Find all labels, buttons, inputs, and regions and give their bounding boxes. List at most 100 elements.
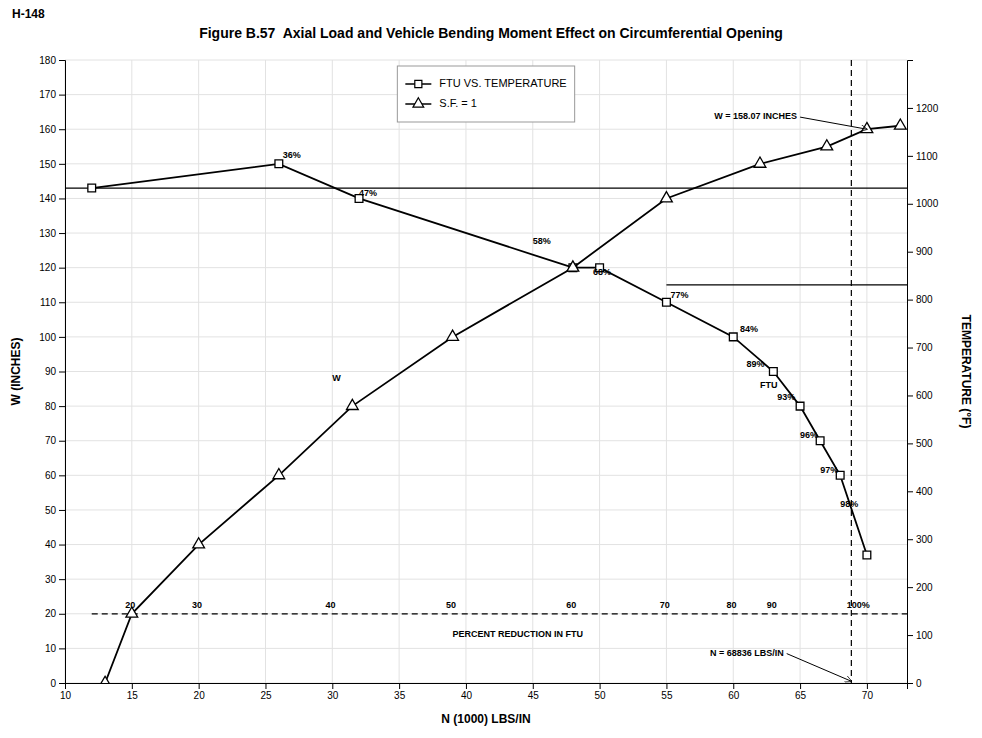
series-marker — [99, 676, 111, 683]
y2-tick-label: 600 — [916, 390, 933, 401]
y-tick: 150 — [39, 159, 65, 170]
y-tick: 50 — [45, 505, 65, 516]
grid-line-y — [65, 475, 907, 476]
annotation: 58% — [533, 236, 551, 246]
y2-tick-mark — [907, 587, 913, 588]
y2-tick: 400 — [907, 486, 933, 497]
x-tick-mark — [399, 683, 400, 689]
x-tick-label: 40 — [461, 690, 473, 701]
reference-line — [92, 613, 907, 614]
series-marker — [447, 330, 459, 340]
series-marker — [661, 192, 673, 202]
y2-tick-label: 700 — [916, 342, 933, 353]
y-tick-label: 130 — [39, 228, 56, 239]
annotation: 50 — [446, 600, 456, 610]
annotation: 93% — [777, 392, 795, 402]
plot: 1015202530354045505560657001020304050607… — [9, 55, 973, 726]
y-tick-mark — [59, 198, 65, 199]
y-tick-mark — [59, 129, 65, 130]
x-tick-label: 60 — [728, 690, 740, 701]
y2-tick-label: 1100 — [916, 151, 938, 162]
grid-line-y — [65, 613, 907, 614]
y2-tick-label: 300 — [916, 534, 933, 545]
y2-tick: 100 — [907, 630, 933, 641]
y2-tick-mark — [907, 204, 913, 205]
y-tick-label: 0 — [50, 678, 56, 689]
y2-tick-label: 400 — [916, 486, 933, 497]
y-tick: 110 — [40, 297, 65, 308]
y2-tick-label: 200 — [916, 582, 933, 593]
y-tick-mark — [59, 545, 65, 546]
y2-tick-mark — [907, 491, 913, 492]
y2-tick-mark — [907, 539, 913, 540]
series-marker — [273, 469, 285, 479]
grid-line-y — [65, 406, 907, 407]
y-tick-mark — [59, 302, 65, 303]
y2-tick: 1200 — [907, 103, 939, 114]
y-tick: 120 — [39, 262, 65, 273]
y-tick-mark — [59, 406, 65, 407]
y2-tick-label: 100 — [916, 630, 933, 641]
y2-tick: 0 — [907, 678, 922, 689]
series-marker — [863, 551, 871, 559]
annotation: 60 — [566, 600, 576, 610]
grid-line-y — [65, 509, 907, 510]
x-tick: 65 — [795, 683, 807, 701]
x-tick-mark — [600, 683, 601, 689]
legend-label: FTU VS. TEMPERATURE — [439, 77, 566, 89]
y2-tick-mark — [907, 156, 913, 157]
y2-tick: 600 — [907, 390, 933, 401]
annotation: 96% — [800, 430, 818, 440]
grid-line-y — [65, 233, 907, 234]
series-marker — [796, 402, 804, 410]
x-tick-mark — [132, 683, 133, 689]
series-marker — [769, 368, 777, 376]
x-tick: 20 — [194, 683, 206, 701]
x-tick-mark — [265, 683, 266, 689]
y-tick: 140 — [39, 193, 65, 204]
y2-tick: 800 — [907, 294, 933, 305]
grid-line-y — [65, 60, 907, 61]
series-marker — [663, 298, 671, 306]
annotation: 20 — [125, 600, 135, 610]
annotation: 30 — [192, 600, 202, 610]
y-tick-mark — [59, 337, 65, 338]
x-tick-mark — [332, 683, 333, 689]
y2-tick-mark — [907, 108, 913, 109]
annotation: 40 — [326, 600, 336, 610]
grid-line-y — [65, 440, 907, 441]
x-tick-label: 10 — [60, 690, 72, 701]
y-tick-label: 40 — [45, 539, 57, 550]
grid-line-y — [65, 302, 907, 303]
x-axis: 10152025303540455055606570 — [60, 683, 908, 701]
y-tick-label: 90 — [45, 366, 57, 377]
series-marker — [754, 157, 766, 167]
x-tick: 30 — [327, 683, 339, 701]
y-tick-mark — [59, 614, 65, 615]
y2-tick-label: 1000 — [916, 198, 939, 209]
y-tick-mark — [59, 95, 65, 96]
grid — [65, 60, 907, 683]
x-axis-line — [66, 684, 908, 690]
annotation: 90 — [767, 600, 777, 610]
y-axis: 0102030405060708090100110120130140150160… — [39, 55, 65, 689]
subtitle: H-148 — [12, 7, 45, 21]
x-tick-label: 35 — [394, 690, 406, 701]
y-tick-mark — [59, 60, 65, 61]
y-tick-label: 70 — [45, 435, 57, 446]
y-tick-label: 160 — [39, 124, 56, 135]
y-tick-label: 120 — [39, 262, 56, 273]
y2-tick: 1100 — [907, 151, 938, 162]
y-tick: 170 — [39, 89, 65, 100]
annotation: W — [332, 373, 341, 383]
annotation: FTU — [760, 380, 778, 390]
y-tick-label: 10 — [45, 643, 57, 654]
x-tick: 50 — [595, 683, 607, 701]
x-tick-label: 45 — [528, 690, 540, 701]
x-tick-label: 20 — [194, 690, 206, 701]
y2-tick: 300 — [907, 534, 933, 545]
x-tick: 10 — [60, 683, 72, 701]
annotation-arrow — [787, 654, 852, 682]
y-tick-label: 110 — [40, 297, 56, 308]
annotation: W = 158.07 INCHES — [714, 111, 797, 121]
